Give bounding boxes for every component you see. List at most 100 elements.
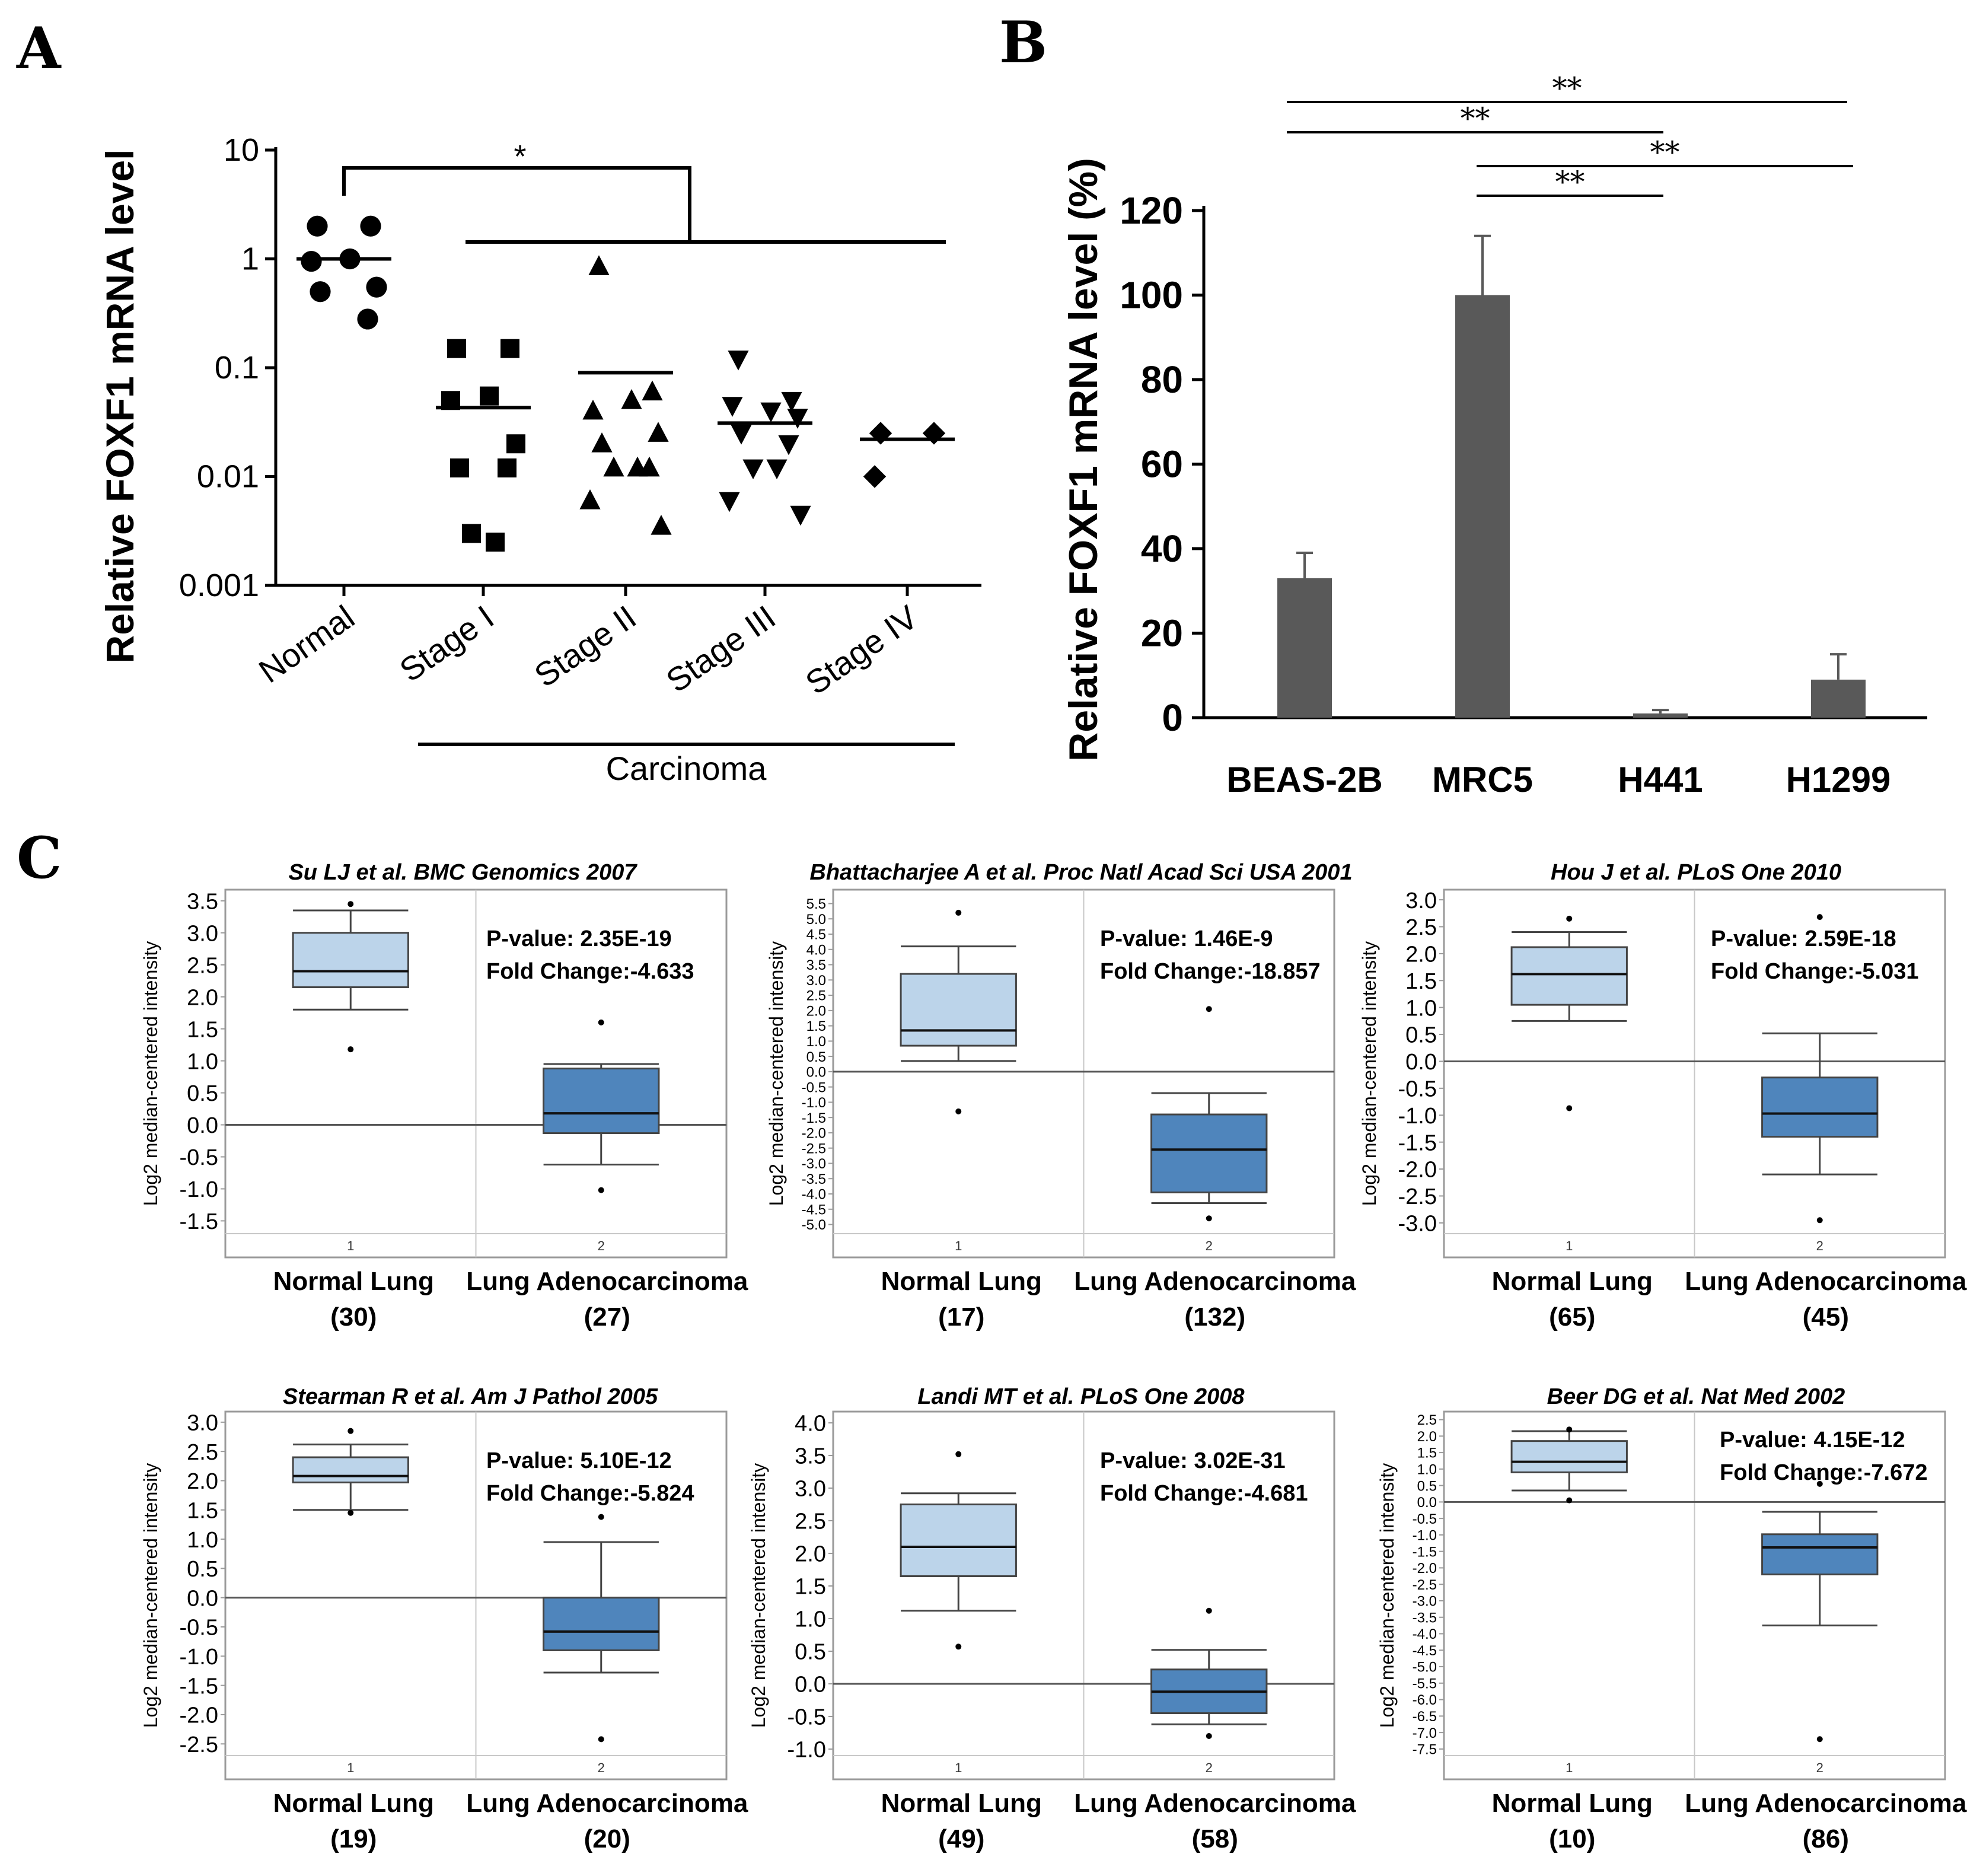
c-box — [292, 1456, 409, 1483]
c-x-tick-label: 1 — [347, 1760, 354, 1775]
a-y-tick-label: 10 — [224, 132, 259, 168]
c-x-tick-label: 2 — [598, 1238, 605, 1253]
b-significance-stars: ** — [1461, 101, 1490, 136]
a-point-triangle-down — [781, 391, 802, 412]
c-y-tick-label: -2.0 — [180, 1703, 218, 1728]
c-y-tick-label: 0.0 — [1417, 1495, 1437, 1511]
c-y-tick-label: -3.0 — [1413, 1594, 1437, 1610]
c-box — [1761, 1076, 1879, 1138]
a-point-square — [506, 434, 525, 454]
c-fold-change: Fold Change:-5.031 — [1711, 959, 1919, 984]
a-point-triangle-up — [642, 380, 663, 401]
b-y-tick-label: 100 — [1120, 274, 1183, 317]
c-outlier-point — [1206, 1733, 1212, 1739]
c-box — [543, 1068, 660, 1135]
b-bar — [1633, 713, 1688, 718]
c-y-tick-label: 3.5 — [806, 957, 826, 973]
c-y-tick-label: 1.0 — [806, 1034, 826, 1050]
c-x-tick-label: 2 — [1816, 1238, 1823, 1253]
panel-label-a: A — [16, 15, 62, 82]
b-bar — [1277, 578, 1332, 718]
b-significance-stars: ** — [1552, 71, 1582, 106]
c-y-tick-label: 5.5 — [806, 896, 826, 912]
c-group-label: Normal Lung — [881, 1267, 1042, 1296]
c-group-n: (45) — [1803, 1302, 1849, 1332]
c-y-tick-label: 2.0 — [795, 1542, 826, 1567]
a-point-circle — [366, 276, 387, 298]
c-plot-title: Beer DG et al. Nat Med 2002 — [1547, 1384, 1845, 1409]
c-y-tick-label: -4.5 — [802, 1202, 826, 1218]
c-group-n: (65) — [1549, 1302, 1595, 1332]
a-point-triangle-up — [651, 514, 672, 535]
c-y-tick-label: -1.5 — [1398, 1130, 1437, 1155]
a-x-tick-label: Stage I — [393, 598, 500, 689]
c-outlier-point — [1206, 1215, 1212, 1222]
c-y-tick-label: 3.0 — [187, 1411, 218, 1436]
a-y-tick-label: 0.001 — [179, 568, 259, 603]
c-y-tick-label: 0.0 — [806, 1065, 826, 1081]
panel-label-c: C — [17, 824, 62, 891]
c-y-tick-label: -2.5 — [180, 1732, 218, 1757]
a-point-triangle-up — [627, 456, 648, 477]
c-group-n: (58) — [1192, 1824, 1238, 1853]
c-y-tick-label: 1.0 — [1417, 1461, 1437, 1477]
c-y-tick-label: -2.0 — [1413, 1560, 1437, 1576]
c-y-tick-label: 2.5 — [806, 988, 826, 1004]
c-y-tick-label: -2.5 — [802, 1141, 826, 1157]
c-box — [1150, 1113, 1268, 1193]
a-point-triangle-down — [742, 459, 764, 480]
a-point-diamond — [863, 465, 887, 488]
a-point-square — [480, 386, 499, 406]
c-x-tick-label: 2 — [1206, 1760, 1213, 1775]
c-y-tick-label: -4.0 — [1413, 1626, 1437, 1642]
c-outlier-point — [598, 1187, 604, 1193]
b-x-tick-label: BEAS-2B — [1226, 760, 1382, 800]
c-plot-title: Hou J et al. PLoS One 2010 — [1551, 860, 1841, 885]
c-group-label: Normal Lung — [273, 1789, 434, 1818]
b-x-tick-label: H1299 — [1786, 760, 1891, 800]
panel-label-b: B — [999, 9, 1047, 76]
c-y-tick-label: 2.5 — [795, 1509, 826, 1534]
c-y-tick-label: 1.5 — [795, 1575, 826, 1600]
c-y-tick-label: 2.5 — [187, 953, 218, 978]
c-y-axis-label: Log2 median-centered intensity — [1376, 1463, 1398, 1728]
c-y-tick-label: -1.5 — [180, 1674, 218, 1699]
c-y-tick-label: -0.5 — [1398, 1077, 1437, 1102]
c-x-tick-label: 1 — [955, 1238, 962, 1253]
c-y-tick-label: 1.0 — [795, 1607, 826, 1632]
c-x-tick-label: 1 — [1566, 1238, 1573, 1253]
a-point-triangle-down — [719, 492, 740, 512]
c-p-value: P-value: 1.46E-9 — [1100, 926, 1273, 951]
c-y-tick-label: 0.0 — [795, 1673, 826, 1697]
c-group-n: (20) — [584, 1824, 630, 1853]
c-y-tick-label: 0.5 — [187, 1557, 218, 1582]
c-y-tick-label: -6.0 — [1413, 1692, 1437, 1708]
c-y-tick-label: -7.0 — [1413, 1725, 1437, 1741]
c-y-tick-label: -2.5 — [1398, 1184, 1437, 1209]
c-y-tick-label: 0.0 — [187, 1586, 218, 1611]
a-point-square — [447, 339, 466, 358]
c-outlier-point — [598, 1514, 604, 1520]
a-point-square — [500, 339, 519, 358]
a-y-tick-label: 0.01 — [197, 459, 259, 495]
c-box — [900, 1504, 1017, 1577]
c-y-tick-label: 3.0 — [187, 921, 218, 946]
b-x-tick-label: MRC5 — [1432, 760, 1533, 800]
b-y-tick-label: 40 — [1141, 527, 1183, 570]
c-y-tick-label: -1.5 — [802, 1110, 826, 1126]
b-y-axis-label: Relative FOXF1 mRNA level (%) — [1061, 158, 1106, 762]
c-outlier-point — [1566, 915, 1573, 922]
c-y-tick-label: 1.0 — [1405, 996, 1437, 1021]
c-y-tick-label: -1.0 — [180, 1645, 218, 1670]
c-fold-change: Fold Change:-18.857 — [1100, 959, 1321, 984]
a-x-tick-label: Stage IV — [799, 598, 925, 702]
c-y-tick-label: 1.0 — [187, 1049, 218, 1074]
c-y-tick-label: 0.5 — [806, 1049, 826, 1065]
c-y-tick-label: 3.0 — [806, 973, 826, 989]
c-outlier-point — [598, 1736, 604, 1743]
c-y-tick-label: -5.0 — [802, 1217, 826, 1233]
c-group-label: Normal Lung — [1492, 1267, 1653, 1296]
c-y-tick-label: 2.0 — [1417, 1429, 1437, 1445]
c-y-tick-label: 1.5 — [187, 1498, 218, 1523]
c-y-tick-label: 2.0 — [187, 985, 218, 1010]
